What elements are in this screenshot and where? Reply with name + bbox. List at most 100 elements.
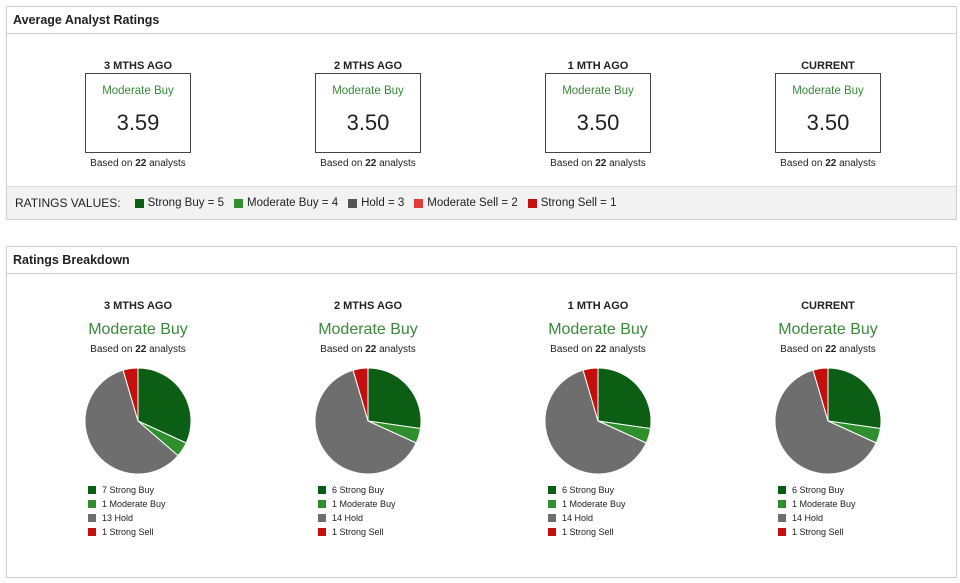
breakdown-column-2-months-ago: 2 MTHS AGO Moderate Buy Based on 22 anal… xyxy=(268,299,468,539)
column-heading: 3 MTHS AGO xyxy=(103,60,173,72)
based-prefix: Based on xyxy=(550,344,596,355)
column-heading: 1 MTH AGO xyxy=(567,300,629,312)
rating-value: 3.50 xyxy=(346,110,390,135)
based-suffix: analysts xyxy=(836,158,876,169)
legend-label: Moderate Buy = 4 xyxy=(247,197,339,209)
based-on-text: Based on 22 analysts xyxy=(63,158,213,169)
based-suffix: analysts xyxy=(376,344,416,355)
analyst-count: 22 xyxy=(825,344,837,355)
pie-slice-strong-buy xyxy=(367,367,422,430)
legend-label: 7 Strong Buy xyxy=(102,485,155,495)
legend-item-moderate-buy: Moderate Buy = 4 xyxy=(234,197,338,209)
legend-swatch xyxy=(548,514,556,522)
pie-legend-item: 7 Strong Buy xyxy=(88,483,188,497)
based-suffix: analysts xyxy=(606,158,646,169)
legend-swatch xyxy=(88,514,96,522)
analyst-count: 22 xyxy=(825,158,837,169)
pie-slice-hold xyxy=(84,369,179,475)
based-prefix: Based on xyxy=(780,158,826,169)
column-heading: 2 MTHS AGO xyxy=(333,300,403,312)
legend-label: Hold = 3 xyxy=(361,197,405,209)
legend-item-moderate-sell: Moderate Sell = 2 xyxy=(414,197,518,209)
pie-legend-item: 14 Hold xyxy=(778,511,878,525)
legend-label: 14 Hold xyxy=(792,513,824,523)
legend-swatch xyxy=(548,500,556,508)
rating-box: Moderate Buy 3.50 xyxy=(775,73,881,153)
legend-swatch xyxy=(778,486,786,494)
legend-label: 6 Strong Buy xyxy=(332,485,385,495)
pie-chart xyxy=(314,367,422,475)
pie-legend-item: 14 Hold xyxy=(318,511,418,525)
legend-item-strong-sell: Strong Sell = 1 xyxy=(527,197,617,209)
breakdown-column-1-month-ago: 1 MTH AGO Moderate Buy Based on 22 analy… xyxy=(498,299,698,539)
column-heading: CURRENT xyxy=(801,300,855,312)
panel-title: Ratings Breakdown xyxy=(7,247,956,274)
pie-slice-hold xyxy=(774,369,877,475)
pie-legend-item: 1 Strong Sell xyxy=(778,525,878,539)
pie-slice-hold xyxy=(314,369,417,475)
based-suffix: analysts xyxy=(376,158,416,169)
rating-label: Moderate Buy xyxy=(792,85,864,97)
rating-box: Moderate Buy 3.50 xyxy=(315,73,421,153)
based-suffix: analysts xyxy=(836,344,876,355)
pie-legend-item: 6 Strong Buy xyxy=(778,483,878,497)
legend-label: 1 Moderate Buy xyxy=(562,499,626,509)
panel-title: Average Analyst Ratings xyxy=(7,7,956,34)
based-on-text: Based on 22 analysts xyxy=(38,344,238,355)
pie-slice-strong-sell xyxy=(582,367,599,422)
legend-swatch xyxy=(88,500,96,508)
rating-label: Moderate Buy xyxy=(562,85,634,97)
column-heading: 2 MTHS AGO xyxy=(333,60,403,72)
hold-swatch xyxy=(348,198,358,208)
analyst-count: 22 xyxy=(365,158,377,169)
pie-legend-item: 1 Strong Sell xyxy=(548,525,648,539)
pie-slice-hold xyxy=(544,369,647,475)
avg-column-current: CURRENT Moderate Buy 3.50 Based on 22 an… xyxy=(753,59,903,169)
based-prefix: Based on xyxy=(550,158,596,169)
average-analyst-ratings-panel: Average Analyst Ratings 3 MTHS AGO Moder… xyxy=(6,6,957,220)
moderate-sell-swatch xyxy=(414,198,424,208)
breakdown-column-current: CURRENT Moderate Buy Based on 22 analyst… xyxy=(728,299,928,539)
pie-slice-strong-sell xyxy=(812,367,829,422)
legend-title: RATINGS VALUES: xyxy=(15,196,121,210)
based-on-text: Based on 22 analysts xyxy=(498,344,698,355)
based-prefix: Based on xyxy=(90,344,136,355)
pie-legend: 6 Strong Buy 1 Moderate Buy 14 Hold 1 Stron… xyxy=(778,483,878,539)
ratings-breakdown-panel: Ratings Breakdown 3 MTHS AGO Moderate Bu… xyxy=(6,246,957,578)
based-on-text: Based on 22 analysts xyxy=(753,158,903,169)
pie-legend: 6 Strong Buy 1 Moderate Buy 14 Hold 1 Stron… xyxy=(318,483,418,539)
based-prefix: Based on xyxy=(780,344,826,355)
column-heading: 1 MTH AGO xyxy=(567,60,629,72)
pie-chart xyxy=(544,367,652,475)
based-suffix: analysts xyxy=(146,344,186,355)
based-prefix: Based on xyxy=(320,344,366,355)
pie-slice-strong-sell xyxy=(122,367,139,422)
pie-legend-item: 13 Hold xyxy=(88,511,188,525)
legend-item-hold: Hold = 3 xyxy=(348,197,404,209)
pie-chart xyxy=(84,367,192,475)
breakdown-column-3-months-ago: 3 MTHS AGO Moderate Buy Based on 22 anal… xyxy=(38,299,238,539)
analyst-count: 22 xyxy=(135,158,147,169)
legend-swatch xyxy=(318,486,326,494)
based-suffix: analysts xyxy=(146,158,186,169)
rating-label: Moderate Buy xyxy=(332,85,404,97)
based-prefix: Based on xyxy=(90,158,136,169)
legend-swatch xyxy=(318,528,326,536)
based-on-text: Based on 22 analysts xyxy=(293,158,443,169)
legend-label: 1 Moderate Buy xyxy=(102,499,166,509)
legend-label: 1 Strong Sell xyxy=(562,527,614,537)
rating-value: 3.50 xyxy=(576,110,620,135)
pie-legend: 6 Strong Buy 1 Moderate Buy 14 Hold 1 Stron… xyxy=(548,483,648,539)
ratings-values-legend: RATINGS VALUES: Strong Buy = 5 Moderate … xyxy=(7,186,956,219)
legend-swatch xyxy=(318,514,326,522)
rating-label: Moderate Buy xyxy=(548,321,648,338)
column-heading: CURRENT xyxy=(801,60,855,72)
rating-value: 3.50 xyxy=(806,110,850,135)
pie-legend-item: 1 Moderate Buy xyxy=(88,497,188,511)
pie-legend-item: 14 Hold xyxy=(548,511,648,525)
moderate-buy-swatch xyxy=(234,198,243,208)
legend-label: 1 Strong Sell xyxy=(332,527,384,537)
based-on-text: Based on 22 analysts xyxy=(728,344,928,355)
pie-slice-strong-sell xyxy=(352,367,369,422)
column-heading: 3 MTHS AGO xyxy=(103,300,173,312)
